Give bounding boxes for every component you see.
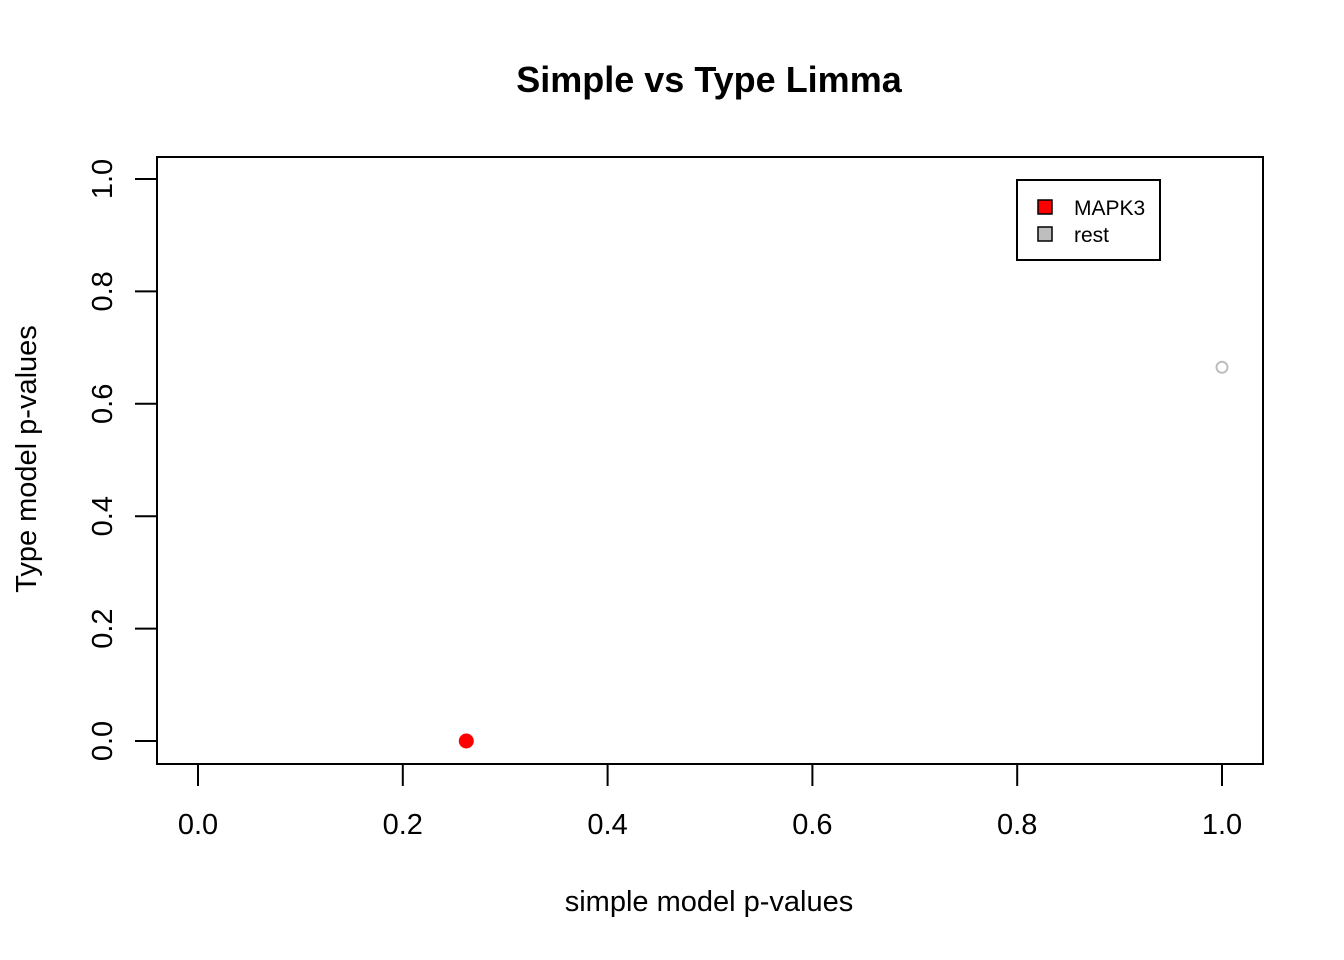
data-points [458,360,1229,749]
legend-label-rest: rest [1074,224,1109,247]
chart-title: Simple vs Type Limma [516,59,902,100]
data-point-mapk3 [458,733,474,749]
y-axis: 0.0 0.2 0.4 0.6 0.8 1.0 [87,159,158,761]
legend-swatch-rest [1037,226,1053,242]
legend-label-mapk3: MAPK3 [1074,197,1145,220]
x-tick-label: 0.4 [587,809,627,841]
y-tick-label: 0.0 [87,721,119,761]
y-tick-label: 0.8 [87,271,119,311]
y-tick-label: 0.4 [87,496,119,536]
x-tick-label: 1.0 [1202,809,1242,841]
legend-box [1016,179,1161,261]
y-axis-label: Type model p-values [11,325,43,593]
x-tick-label: 0.6 [792,809,832,841]
data-point-rest [1215,360,1229,374]
x-axis: 0.0 0.2 0.4 0.6 0.8 1.0 [178,763,1242,841]
x-axis-label: simple model p-values [565,886,854,918]
legend: MAPK3 rest [1016,179,1161,261]
legend-swatch-mapk3 [1037,199,1053,215]
x-tick-label: 0.8 [997,809,1037,841]
y-tick-label: 0.2 [87,608,119,648]
y-tick-label: 0.6 [87,384,119,424]
x-tick-label: 0.0 [178,809,218,841]
x-tick-label: 0.2 [383,809,423,841]
y-tick-label: 1.0 [87,159,119,199]
